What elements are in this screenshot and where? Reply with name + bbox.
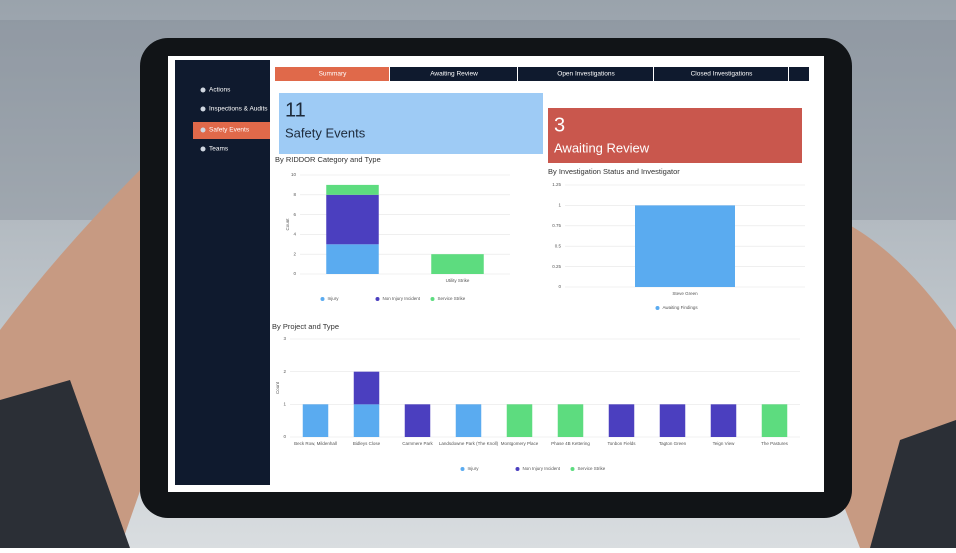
menu-button[interactable] <box>789 67 809 81</box>
y-axis-label: Count <box>275 381 280 394</box>
card-label: Awaiting Review <box>554 140 650 155</box>
bar <box>326 184 379 195</box>
y-tick-label: 0.25 <box>552 264 561 269</box>
y-tick-label: 2 <box>283 369 286 374</box>
legend-swatch <box>430 297 435 301</box>
bar <box>761 404 788 437</box>
y-tick-label: 2 <box>293 251 296 256</box>
chart-title: By Project and Type <box>272 322 339 331</box>
tab[interactable] <box>518 67 653 81</box>
x-tick-label: Landsdowne Park (The Knoll) <box>439 441 499 446</box>
legend-label: Non Injury Incident <box>523 466 561 471</box>
legend-label: Non Injury Incident <box>383 296 421 301</box>
summary-card <box>548 108 802 163</box>
summary-card <box>279 93 543 154</box>
legend-label: Service Strike <box>578 466 606 471</box>
menu-item[interactable]: Actions <box>209 87 231 94</box>
tab-label[interactable]: Summary <box>319 71 348 78</box>
x-tick-label: Teign View <box>713 441 735 446</box>
bar <box>608 404 635 437</box>
legend-label: Awaiting Findings <box>663 305 699 310</box>
y-tick-label: 1 <box>283 402 286 407</box>
menu-item-active <box>193 122 270 139</box>
y-tick-label: 0.75 <box>552 223 561 228</box>
menu-item[interactable]: Inspections & Audits <box>209 106 268 113</box>
y-tick-label: 8 <box>293 192 296 197</box>
sidebar-menu: Actions Inspections & Audits Safety Events… <box>193 87 270 153</box>
bar <box>635 205 735 287</box>
legend-label: Injury <box>468 466 480 471</box>
legend-swatch <box>655 306 660 310</box>
bar <box>326 194 379 245</box>
card-value: 11 <box>285 99 306 121</box>
left-sleeve <box>0 380 130 548</box>
bar <box>326 244 379 274</box>
legend-swatch <box>515 467 520 471</box>
y-tick-label: 0 <box>293 271 296 276</box>
x-tick-label: Phase 4B Kettering <box>551 441 590 446</box>
menu-item[interactable]: Teams <box>209 146 229 153</box>
x-tick-label: Utility Strike <box>446 278 470 283</box>
x-tick-label: Tonbon Fields <box>607 441 636 446</box>
y-tick-label: 1 <box>558 203 561 208</box>
x-tick-label: Beck Row, Mildenhall <box>294 441 337 446</box>
bar <box>353 404 380 437</box>
legend-label: Injury <box>328 296 340 301</box>
tab-label[interactable]: Closed Investigations <box>691 71 754 78</box>
legend-swatch <box>570 467 575 471</box>
legend-swatch <box>375 297 380 301</box>
tab-label[interactable]: Awaiting Review <box>430 71 478 78</box>
menu-icon <box>200 106 206 112</box>
bar <box>455 404 482 437</box>
y-tick-label: 1.25 <box>552 182 561 187</box>
bar <box>659 404 686 437</box>
tab-label[interactable]: Open Investigations <box>557 71 615 78</box>
charts: By RIDDOR Category and TypeCount0246810U… <box>272 155 805 471</box>
x-tick-label: Bidleys Close <box>353 441 381 446</box>
bar <box>404 404 431 437</box>
cards: 11 Safety Events 3 Awaiting Review <box>279 93 802 163</box>
y-tick-label: 0 <box>558 284 561 289</box>
bar <box>302 404 329 437</box>
y-tick-label: 6 <box>293 212 296 217</box>
y-axis-label: Count <box>285 218 290 231</box>
x-tick-label: The Pastures <box>761 441 789 446</box>
legend-label: Service Strike <box>438 296 466 301</box>
tab[interactable] <box>390 67 517 81</box>
right-sleeve <box>870 420 956 548</box>
tab-bar: Summary Awaiting Review Open Investigation… <box>275 67 809 81</box>
menu-icon <box>200 146 206 152</box>
menu-icon <box>200 127 206 133</box>
bar <box>353 371 380 405</box>
menu-icon <box>200 87 206 93</box>
bar <box>557 404 584 437</box>
bar <box>710 404 737 437</box>
menu-item[interactable]: Safety Events <box>209 127 250 134</box>
y-tick-label: 3 <box>283 336 286 341</box>
x-tick-label: Montgomery Place <box>501 441 539 446</box>
y-tick-label: 10 <box>291 172 297 177</box>
card-label: Safety Events <box>285 125 366 140</box>
tab[interactable] <box>275 67 389 81</box>
x-tick-label: Carnmere Park <box>402 441 433 446</box>
x-tick-label: Steve Green <box>672 291 698 296</box>
chart-title: By RIDDOR Category and Type <box>275 155 381 164</box>
y-tick-label: 4 <box>293 232 296 237</box>
y-tick-label: 0 <box>283 434 286 439</box>
legend-swatch <box>320 297 325 301</box>
bar <box>431 254 484 274</box>
chart-title: By Investigation Status and Investigator <box>548 167 680 176</box>
card-value: 3 <box>554 114 565 136</box>
y-tick-label: 0.5 <box>555 243 562 248</box>
x-tick-label: Tagton Green <box>659 441 687 446</box>
bar <box>506 404 533 437</box>
tab[interactable] <box>654 67 788 81</box>
legend-swatch <box>460 467 465 471</box>
